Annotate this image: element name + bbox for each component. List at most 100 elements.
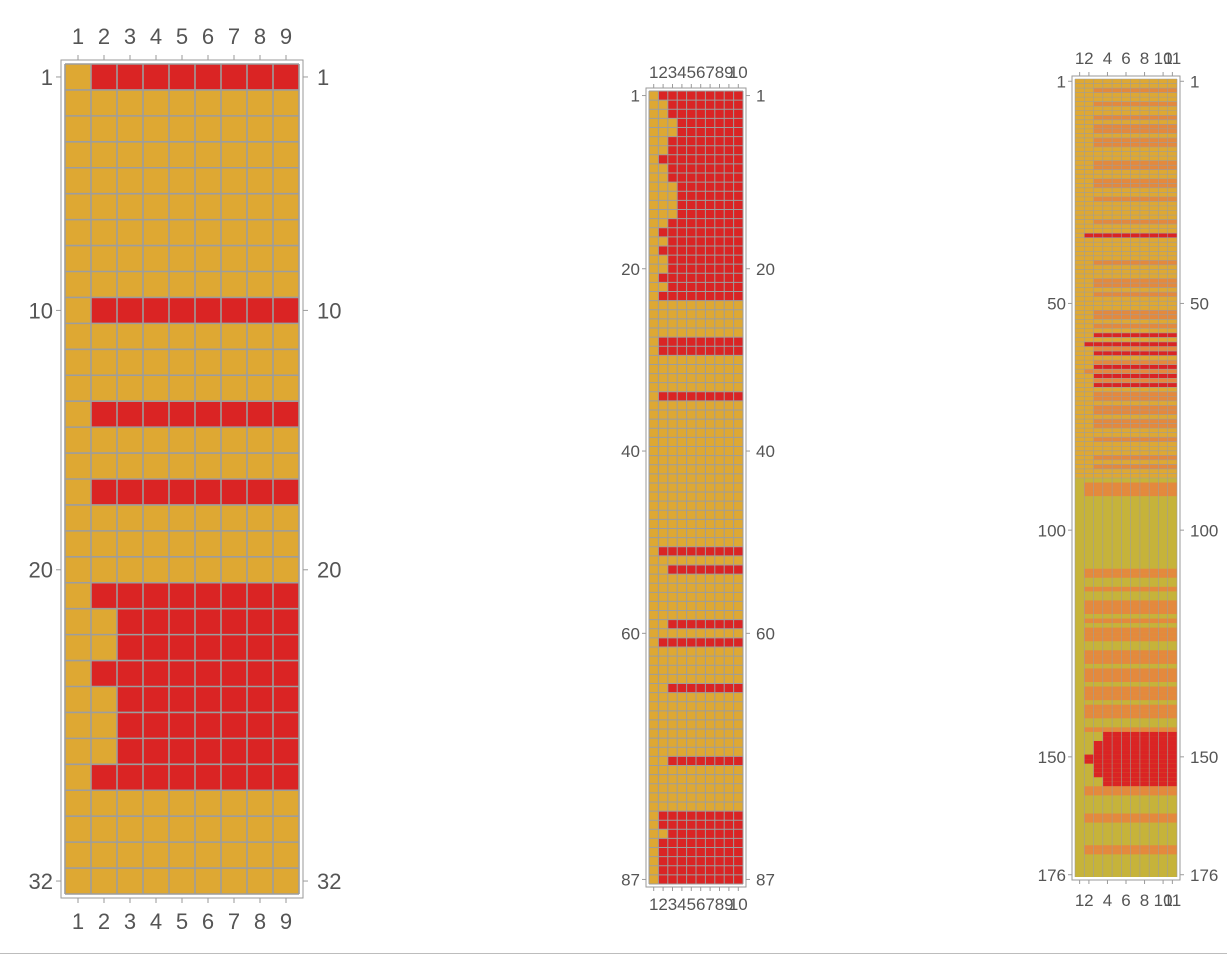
heatmap-row-27 <box>117 738 299 765</box>
heatmap-row-18 <box>658 245 743 256</box>
heatmap-row-147 <box>1093 740 1177 746</box>
heatmap-row-8 <box>658 154 743 164</box>
heatmap-row-84 <box>658 847 743 857</box>
heatmap-row-28 <box>658 337 743 347</box>
y-tick-label-left: 1 <box>631 87 640 106</box>
y-tick-label-right: 1 <box>1190 72 1199 91</box>
heatmap-row-152 <box>1093 763 1177 769</box>
heatmap-row-19 <box>1093 160 1177 166</box>
heatmap-row-34 <box>658 391 743 401</box>
x-tick-label-top: 7 <box>705 63 714 82</box>
y-tick-label-right: 40 <box>756 442 775 461</box>
x-tick-label-top: 10 <box>729 63 748 82</box>
x-tick-label-top: 8 <box>715 63 724 82</box>
heatmap-row-66 <box>1093 373 1177 379</box>
heatmap-row-73 <box>1093 405 1177 410</box>
x-tick-label-bottom: 7 <box>705 895 714 914</box>
heatmap-row-26 <box>117 712 299 739</box>
x-tick-label-top: 9 <box>724 63 733 82</box>
y-tick-label-left: 20 <box>621 260 640 279</box>
heatmap-row-153 <box>1093 768 1177 773</box>
x-tick-label-bottom: 11 <box>1164 891 1182 910</box>
grid-lines <box>1074 78 1178 877</box>
heatmap-row-148 <box>1093 745 1177 751</box>
x-tick-label-top: 6 <box>202 24 214 49</box>
x-tick-label-top: 9 <box>280 24 292 49</box>
x-tick-label-bottom: 5 <box>687 895 696 914</box>
y-tick-label-left: 1 <box>41 65 53 90</box>
y-tick-label-left: 20 <box>29 558 53 583</box>
bottom-divider <box>0 953 1227 954</box>
heatmap-row-68 <box>1093 382 1177 388</box>
heatmap-row-46 <box>1093 283 1177 288</box>
heatmap-row-14 <box>677 209 743 219</box>
heatmap-row-51 <box>658 546 743 556</box>
x-tick-label-bottom: 10 <box>729 895 748 914</box>
heatmap-row-149 <box>1093 750 1177 755</box>
heatmap-row-20 <box>1093 165 1177 170</box>
x-tick-label-bottom: 9 <box>724 895 733 914</box>
x-tick-label-top: 2 <box>1084 49 1093 68</box>
x-tick-label-top: 5 <box>687 63 696 82</box>
x-tick-label-top: 2 <box>98 24 110 49</box>
x-tick-label-bottom: 2 <box>1084 891 1093 910</box>
heatmap-row-84 <box>1093 455 1177 460</box>
x-tick-label-top: 7 <box>228 24 240 49</box>
x-tick-label-bottom: 3 <box>124 909 136 934</box>
heatmap-row-64 <box>1093 364 1177 370</box>
heatmap-row-83 <box>658 838 743 848</box>
heatmap-row-12 <box>677 191 743 201</box>
grid-lines <box>648 90 744 885</box>
x-tick-label-bottom: 2 <box>98 909 110 934</box>
x-tick-label-top: 8 <box>254 24 266 49</box>
x-tick-label-bottom: 8 <box>715 895 724 914</box>
heatmap-row-76 <box>1093 419 1177 424</box>
heatmap-row-45 <box>1093 278 1177 284</box>
x-tick-label-top: 1 <box>72 24 84 49</box>
y-tick-label-left: 10 <box>29 298 53 323</box>
heatmap-row-71 <box>1093 396 1177 401</box>
heatmap-row-27 <box>1093 196 1177 202</box>
y-tick-label-right: 1 <box>317 65 329 90</box>
x-tick-label-bottom: 5 <box>176 909 188 934</box>
heatmap-row-61 <box>1093 351 1177 356</box>
y-tick-label-left: 150 <box>1038 748 1066 767</box>
x-tick-label-top: 5 <box>176 24 188 49</box>
y-tick-label-left: 1 <box>1057 72 1066 91</box>
x-tick-label-top: 6 <box>1121 49 1130 68</box>
y-tick-label-right: 20 <box>317 558 341 583</box>
heatmap-row-24 <box>1093 183 1177 188</box>
y-tick-label-right: 60 <box>756 624 775 643</box>
y-tick-label-right: 87 <box>756 871 775 890</box>
heatmap-row-86 <box>658 865 743 875</box>
x-tick-label-top: 4 <box>1103 49 1112 68</box>
x-tick-label-top: 1 <box>1075 49 1084 68</box>
x-tick-label-bottom: 1 <box>72 909 84 934</box>
heatmap-row-4 <box>677 118 743 128</box>
heatmap-row-21 <box>658 273 743 283</box>
heatmap-row-63 <box>1093 360 1177 365</box>
y-tick-label-right: 10 <box>317 298 341 323</box>
heatmap-row-22 <box>117 608 299 635</box>
heatmap-row-25 <box>117 686 299 713</box>
plot-frame <box>645 87 747 888</box>
heatmap-row-61 <box>658 637 743 648</box>
heatmap-row-86 <box>1093 464 1177 469</box>
heatmap-row-15 <box>1093 142 1177 148</box>
y-tick-label-left: 87 <box>621 871 640 890</box>
y-tick-label-left: 50 <box>1047 295 1066 314</box>
y-tick-label-left: 100 <box>1038 521 1066 540</box>
heatmap-row-16 <box>658 227 743 237</box>
x-tick-label-bottom: 10 <box>1154 891 1173 910</box>
heatmap-row-1 <box>658 91 743 101</box>
y-tick-label-right: 176 <box>1190 866 1218 885</box>
y-tick-label-left: 176 <box>1038 866 1066 885</box>
heatmap-row-3 <box>1093 88 1177 93</box>
x-tick-label-top: 8 <box>1140 49 1149 68</box>
x-tick-label-bottom: 1 <box>649 895 658 914</box>
x-tick-label-bottom: 7 <box>228 909 240 934</box>
